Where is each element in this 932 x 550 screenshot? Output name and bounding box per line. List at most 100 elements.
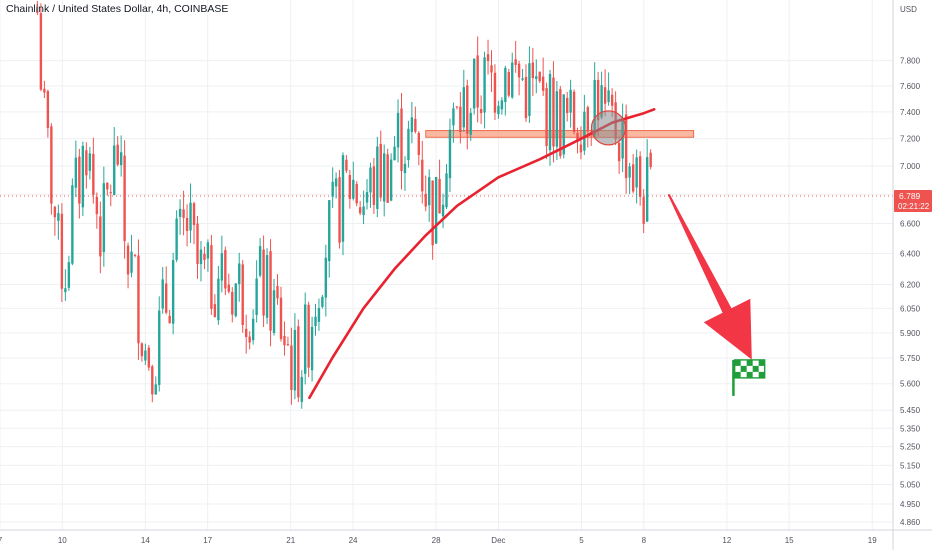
candle-body [255,278,258,315]
candle-body [579,144,583,153]
x-tick-label: 19 [868,536,877,545]
candle-body [220,253,224,281]
candle-body [607,90,610,103]
y-tick-label: 5.450 [900,406,921,415]
candle-body [583,111,586,151]
candle-body [483,57,486,113]
candle-body [531,62,535,79]
candle-body [379,143,382,198]
candle-body [562,94,565,155]
candle-body [85,150,88,176]
candle-body [493,72,497,113]
candle-body [158,310,161,385]
last-price-tag-bg [894,189,932,212]
x-tick-label: Dec [491,536,505,545]
highlight-circle-shape [590,110,627,146]
candle-body [479,109,483,114]
candle-body [290,345,293,390]
x-tick-label: 17 [203,536,212,545]
candle-body [109,192,112,194]
candle-body [57,213,60,221]
candle-body [154,384,157,395]
candle-body [119,152,123,166]
candle-body [328,200,331,262]
candle-body [345,159,348,171]
candle-body [448,129,452,179]
candle-body [376,146,379,209]
candle-body [314,316,317,327]
candle-body [559,89,562,157]
candle-body [331,181,334,197]
candle-body [144,350,147,361]
flag-square [758,359,765,366]
chart-title: Chainlink / United States Dollar, 4h, CO… [6,3,229,15]
candle-body [43,88,46,93]
y-tick-label: 5.350 [900,424,921,433]
candle-body [168,315,171,324]
x-tick-label: 10 [58,536,67,545]
candle-body [269,251,272,331]
candle-body [182,209,185,218]
y-tick-label: 6.050 [900,304,921,313]
candle-body [624,114,628,179]
flag-square [746,371,753,378]
candle-body [304,304,307,374]
candle-body [126,245,130,275]
candle-body [99,216,102,257]
candle-body [504,67,507,102]
flag-square [758,371,765,378]
x-axis: 7 10 14 17 21 24 28 Dec 5 8 12 15 19 [0,529,932,545]
candle-body [164,283,168,313]
candle-body [334,178,338,187]
candle-body [538,71,541,82]
candle-body [596,79,600,121]
x-tick-label: 24 [349,536,358,545]
candle-body [424,193,427,207]
candle-body [234,283,237,317]
candle-body [617,142,621,162]
last-price-value: 6.789 [899,191,921,201]
candle-body [203,253,206,260]
candle-body [60,213,64,289]
candle-body [102,183,106,253]
y-tick-label: 7.000 [900,162,921,171]
candle-body [286,344,290,346]
candle-body [78,156,81,204]
candle-body [74,157,78,188]
candle-body [466,85,469,134]
candle-body [185,217,189,231]
candle-body [462,87,466,128]
candle-body [645,157,649,222]
candle-body [199,249,203,265]
candle-body [396,112,400,148]
candle-body [469,112,472,135]
candle-body [635,157,638,188]
candle-body [217,278,220,321]
highlight-circle [590,110,627,146]
x-tick-label: 12 [722,536,731,545]
candle-body [92,153,95,195]
candle-body [610,94,614,106]
candle-body [227,284,231,292]
y-axis: USD7.8007.6007.4007.2007.0006.8006.6006.… [892,0,921,550]
candle-body [369,167,372,193]
candle-body [642,197,645,224]
candle-body [189,202,192,231]
candle-body [565,97,569,114]
candle-body [386,154,389,203]
candle-body [39,13,43,90]
candle-body [341,155,345,242]
candle-body [541,76,545,91]
candle-body [293,329,297,391]
candle-body [64,288,67,293]
candle-body [251,318,255,341]
candle-body [490,65,493,73]
y-tick-label: 5.600 [900,380,921,389]
candles [36,0,652,409]
candle-body [151,366,154,395]
candle-body [486,54,490,62]
candle-body [569,89,572,113]
candle-body [147,347,151,368]
grid [0,0,893,530]
